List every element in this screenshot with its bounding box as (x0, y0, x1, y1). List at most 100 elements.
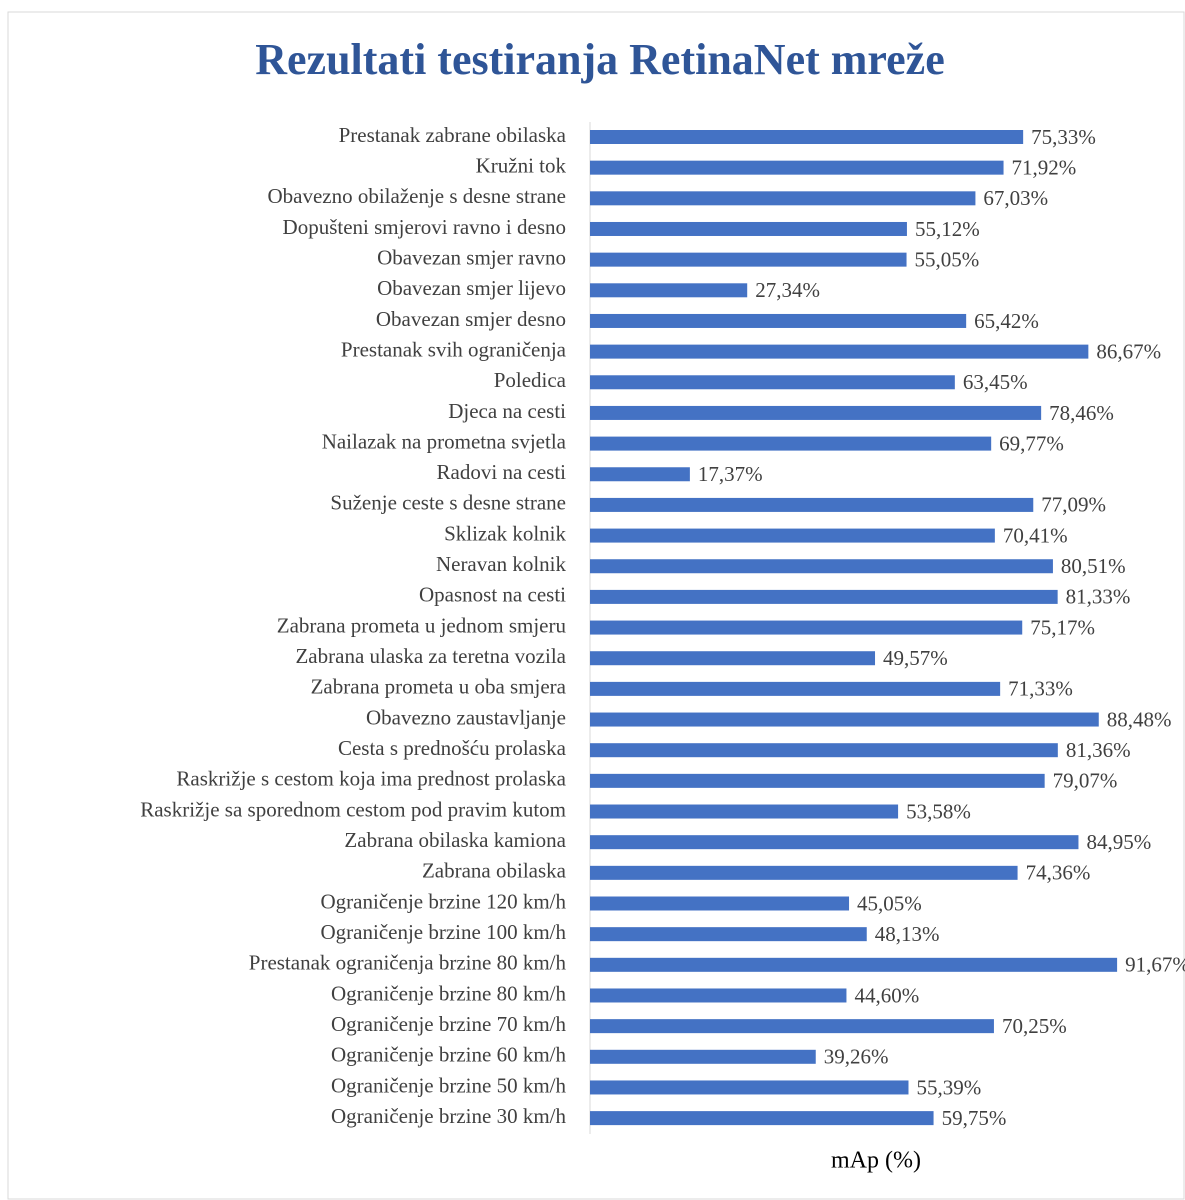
category-label: Neravan kolnik (436, 552, 567, 576)
category-label: Opasnost na cesti (419, 583, 566, 607)
value-label: 77,09% (1041, 493, 1106, 517)
category-label: Zabrana prometa u oba smjera (311, 675, 567, 699)
value-label: 55,12% (915, 217, 980, 241)
value-label: 74,36% (1026, 861, 1091, 885)
category-label: Zabrana obilaska (422, 859, 567, 883)
bar (590, 1080, 909, 1095)
value-label: 59,75% (942, 1106, 1007, 1130)
category-label: Ograničenje brzine 60 km/h (331, 1043, 566, 1067)
bar (590, 835, 1079, 850)
bar (590, 405, 1042, 420)
category-label: Prestanak svih ograničenja (341, 337, 567, 361)
value-label: 81,36% (1066, 738, 1131, 762)
category-label: Djeca na cesti (448, 399, 566, 423)
bar (590, 313, 967, 328)
value-label: 81,33% (1066, 585, 1131, 609)
value-label: 75,33% (1031, 125, 1096, 149)
value-label: 55,05% (915, 247, 980, 271)
category-label: Ograničenje brzine 50 km/h (331, 1073, 566, 1097)
bar (590, 773, 1045, 788)
bar (590, 651, 876, 666)
value-label: 71,92% (1012, 155, 1077, 179)
value-label: 17,37% (698, 462, 763, 486)
category-label: Ograničenje brzine 30 km/h (331, 1104, 566, 1128)
bar (590, 620, 1023, 635)
category-label: Kružni tok (476, 153, 567, 177)
category-label: Ograničenje brzine 120 km/h (321, 889, 567, 913)
value-label: 78,46% (1049, 401, 1114, 425)
value-label: 49,57% (883, 646, 948, 670)
value-label: 84,95% (1086, 830, 1151, 854)
bar (590, 712, 1099, 727)
category-label: Obavezan smjer desno (376, 307, 566, 331)
category-label: Sklizak kolnik (444, 521, 566, 545)
bar (590, 344, 1089, 359)
category-label: Obavezno obilaženje s desne strane (267, 184, 566, 208)
value-label: 79,07% (1053, 769, 1118, 793)
bar (590, 1019, 994, 1034)
bar (590, 130, 1024, 144)
category-label: Prestanak zabrane obilaska (339, 123, 567, 147)
value-label: 44,60% (854, 983, 919, 1007)
bar (590, 436, 992, 451)
value-label: 45,05% (857, 891, 922, 915)
bar (590, 804, 899, 819)
category-label: Zabrana prometa u jednom smjeru (277, 613, 567, 637)
bar (590, 957, 1118, 972)
bar (590, 559, 1053, 574)
category-label: Ograničenje brzine 70 km/h (331, 1012, 566, 1036)
category-label: Zabrana obilaska kamiona (344, 828, 566, 852)
value-label: 65,42% (974, 309, 1039, 333)
bar (590, 988, 847, 1003)
bar (590, 743, 1058, 758)
category-label: Suženje ceste s desne strane (330, 491, 566, 515)
bar (590, 375, 955, 390)
value-label: 75,17% (1030, 615, 1095, 639)
bar (590, 1049, 816, 1064)
category-label: Prestanak ograničenja brzine 80 km/h (249, 951, 567, 975)
bar (590, 221, 907, 236)
category-label: Ograničenje brzine 100 km/h (321, 920, 567, 944)
category-label: Dopušteni smjerovi ravno i desno (283, 215, 566, 239)
category-label: Zabrana ulaska za teretna vozila (295, 644, 566, 668)
bar (590, 927, 867, 942)
chart-title: Rezultati testiranja RetinaNet mreže (255, 35, 944, 84)
category-label: Poledica (494, 368, 567, 392)
value-label: 48,13% (875, 922, 940, 946)
value-label: 53,58% (906, 799, 971, 823)
category-label: Obavezan smjer lijevo (377, 276, 566, 300)
category-label: Obavezan smjer ravno (377, 245, 566, 269)
value-label: 91,67% (1125, 953, 1185, 977)
bar (590, 497, 1034, 512)
bar (590, 191, 976, 206)
category-label: Cesta s prednošću prolaska (338, 736, 567, 760)
category-label: Raskrižje sa sporednom cestom pod pravim… (140, 797, 566, 821)
bar (590, 589, 1058, 604)
category-label: Raskrižje s cestom koja ima prednost pro… (176, 767, 566, 791)
x-axis-title: mAp (%) (831, 1148, 921, 1174)
bar (590, 252, 907, 267)
value-label: 63,45% (963, 370, 1028, 394)
bar (590, 896, 850, 911)
bar (590, 283, 748, 298)
value-label: 27,34% (755, 278, 820, 302)
value-label: 70,41% (1003, 523, 1068, 547)
bar (590, 865, 1018, 880)
value-label: 80,51% (1061, 554, 1126, 578)
bar (590, 160, 1004, 175)
category-label: Obavezno zaustavljanje (366, 705, 566, 729)
value-label: 69,77% (999, 431, 1064, 455)
value-label: 88,48% (1107, 707, 1172, 731)
value-label: 39,26% (824, 1045, 889, 1069)
value-label: 55,39% (916, 1075, 981, 1099)
category-label: Ograničenje brzine 80 km/h (331, 981, 566, 1005)
bar (590, 528, 995, 543)
bar (590, 1111, 934, 1126)
category-label: Radovi na cesti (437, 460, 567, 484)
value-label: 71,33% (1008, 677, 1073, 701)
category-label: Nailazak na prometna svjetla (322, 429, 567, 453)
value-label: 70,25% (1002, 1014, 1067, 1038)
value-label: 67,03% (983, 186, 1048, 210)
